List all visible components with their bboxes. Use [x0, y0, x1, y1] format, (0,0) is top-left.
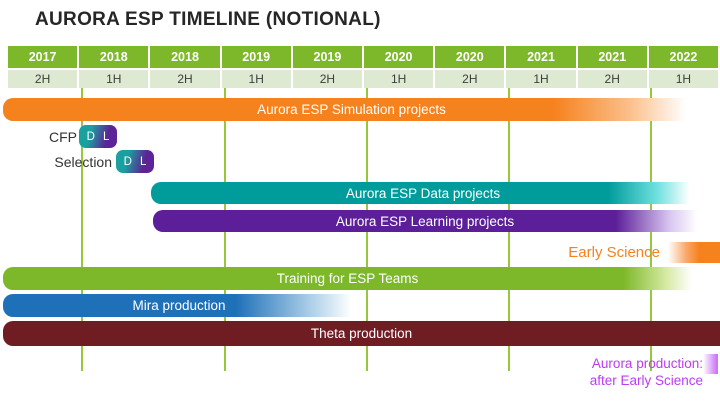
- half-cell: 1H: [221, 70, 291, 88]
- aurora-production-line1: Aurora production:: [591, 356, 703, 371]
- year-cell: 2021: [506, 46, 576, 68]
- year-cell: 2019: [292, 46, 363, 68]
- selection-dl-badge: D L: [116, 150, 154, 173]
- mira-production-bar: Mira production: [3, 294, 355, 317]
- year-cell: 2017: [8, 46, 78, 68]
- bar-label: Training for ESP Teams: [276, 271, 419, 286]
- year-row: 2017 2018 2018 2019 2019 2020 2020 2021 …: [8, 46, 719, 68]
- half-cell: 1H: [506, 70, 576, 88]
- half-year-row: 2H 1H 2H 1H 2H 1H 2H 1H 2H 1H: [8, 70, 719, 88]
- badge-d: D: [86, 130, 95, 143]
- bar-label: Aurora ESP Data projects: [345, 185, 501, 201]
- cfp-dl-badge: D L: [79, 125, 117, 148]
- data-projects-bar: Aurora ESP Data projects: [151, 182, 695, 204]
- half-cell: 2H: [150, 70, 220, 88]
- half-cell: 1H: [364, 70, 434, 88]
- page-title: AURORA ESP TIMELINE (NOTIONAL): [35, 9, 381, 30]
- half-cell: 2H: [8, 70, 78, 88]
- training-bar: Training for ESP Teams: [3, 267, 692, 290]
- half-cell: 2H: [435, 70, 505, 88]
- badge-l: L: [139, 155, 147, 168]
- early-science-label: Early Science: [568, 244, 660, 261]
- year-cell: 2018: [150, 46, 220, 68]
- bar-label: Aurora ESP Simulation projects: [257, 102, 446, 117]
- half-cell: 2H: [292, 70, 363, 88]
- aurora-production-label: Aurora production: after Early Science: [590, 355, 703, 389]
- half-cell: 1H: [648, 70, 719, 88]
- year-cell: 2022: [648, 46, 719, 68]
- year-cell: 2019: [221, 46, 291, 68]
- bar-label: Aurora ESP Learning projects: [335, 213, 515, 229]
- learning-projects-bar: Aurora ESP Learning projects: [153, 210, 697, 232]
- cfp-label: CFP: [49, 129, 77, 145]
- year-cell: 2021: [577, 46, 647, 68]
- bar-label: Theta production: [310, 326, 413, 341]
- simulation-projects-bar: Aurora ESP Simulation projects: [3, 98, 700, 121]
- year-gridline: [81, 88, 83, 371]
- aurora-production-line2: after Early Science: [589, 373, 703, 388]
- timeline-header-table: 2017 2018 2018 2019 2019 2020 2020 2021 …: [8, 46, 719, 88]
- early-science-bar: [668, 242, 720, 263]
- year-cell: 2018: [79, 46, 149, 68]
- selection-label: Selection: [54, 154, 112, 170]
- half-cell: 2H: [577, 70, 647, 88]
- year-cell: 2020: [435, 46, 505, 68]
- half-cell: 1H: [79, 70, 149, 88]
- year-cell: 2020: [364, 46, 434, 68]
- badge-d: D: [123, 155, 132, 168]
- aurora-production-bar: [703, 354, 718, 374]
- theta-production-bar: Theta production: [3, 321, 720, 346]
- bar-label: Mira production: [132, 298, 226, 313]
- badge-l: L: [102, 130, 110, 143]
